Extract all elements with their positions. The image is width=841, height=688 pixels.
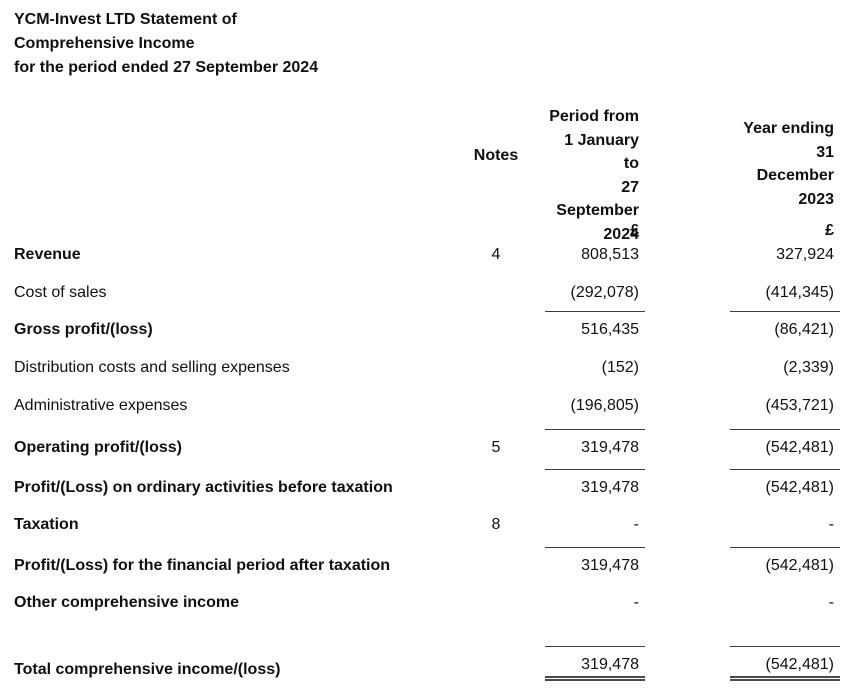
row-year-value: (2,339) [783,359,834,376]
row-year-value: (542,481) [730,547,840,577]
table-row-total-comprehensive-income: Total comprehensive income/(loss) 319,47… [0,614,841,681]
row-period-value: (196,805) [570,397,640,414]
row-note: 8 [491,516,501,533]
row-period-value: 319,478 [545,646,645,681]
row-year-value: (542,481) [730,429,840,459]
row-year-value: - [828,516,834,533]
row-period-value: (292,078) [570,284,640,301]
row-year-value: - [828,594,834,611]
row-period-value: 319,478 [545,429,645,459]
row-note: 5 [491,439,501,456]
row-year-value: 327,924 [776,246,834,263]
row-period-value: 319,478 [545,547,645,577]
table-row-operating-profit: Operating profit/(loss) 5 319,478 (542,4… [0,417,841,459]
period-column-header: Period from 1 January to 27 September 20… [549,108,639,243]
row-period-value: - [633,594,639,611]
row-label: Total comprehensive income/(loss) [14,661,281,678]
table-row-administrative-expenses: Administrative expenses (196,805) (453,7… [0,379,841,417]
table-row-cost-of-sales: Cost of sales (292,078) (414,345) [0,266,841,304]
title-line-3: for the period ended 27 September 2024 [14,59,319,76]
row-label: Profit/(Loss) for the financial period a… [14,557,391,574]
row-year-value: (414,345) [765,284,835,301]
row-year-value: (542,481) [730,469,840,499]
row-note: 4 [491,246,501,263]
row-note [460,302,532,304]
currency-pound-period: £ [630,222,639,239]
row-period-value: - [633,516,639,533]
table-row-other-comprehensive-income: Other comprehensive income - - [0,577,841,614]
table-row-profit-before-taxation: Profit/(Loss) on ordinary activities bef… [0,459,841,499]
row-label: Cost of sales [14,284,107,301]
row-label: Revenue [14,246,81,263]
row-note [460,679,532,681]
year-column-header: Year ending 31 December 2023 [743,120,834,208]
row-year-value: (86,421) [730,311,840,341]
row-period-value: 319,478 [545,469,645,499]
table-row-distribution-costs: Distribution costs and selling expenses … [0,341,841,379]
row-period-value: 808,513 [581,246,639,263]
row-year-value: (542,481) [730,646,840,681]
table-header-row: Notes Period from 1 January to 27 Septem… [0,105,841,243]
row-label: Gross profit/(loss) [14,321,153,338]
row-label: Distribution costs and selling expenses [14,359,290,376]
row-note [460,339,532,341]
row-year-value: (453,721) [765,397,835,414]
table-row-gross-profit: Gross profit/(loss) 516,435 (86,421) [0,304,841,341]
title-line-1: YCM-Invest LTD Statement of [14,11,237,28]
document-title: YCM-Invest LTD Statement of Comprehensiv… [14,8,318,80]
row-note [460,497,532,499]
table-row-revenue: Revenue 4 808,513 327,924 [0,240,841,266]
table-row-profit-after-taxation: Profit/(Loss) for the financial period a… [0,536,841,577]
row-period-value: (152) [601,359,639,376]
row-label: Administrative expenses [14,397,188,414]
row-label: Other comprehensive income [14,594,239,611]
row-note [460,575,532,577]
title-line-2: Comprehensive Income [14,35,195,52]
income-statement-table: Notes Period from 1 January to 27 Septem… [0,105,841,681]
row-note [460,377,532,379]
notes-column-header: Notes [473,147,519,164]
row-period-value: 516,435 [545,311,645,341]
row-label: Taxation [14,516,79,533]
currency-pound-year: £ [825,222,834,239]
currency-row: £ £ [0,223,841,240]
table-row-taxation: Taxation 8 - - [0,499,841,536]
row-note [460,415,532,417]
row-label: Profit/(Loss) on ordinary activities bef… [14,479,393,496]
row-note [460,612,532,614]
row-label: Operating profit/(loss) [14,439,182,456]
